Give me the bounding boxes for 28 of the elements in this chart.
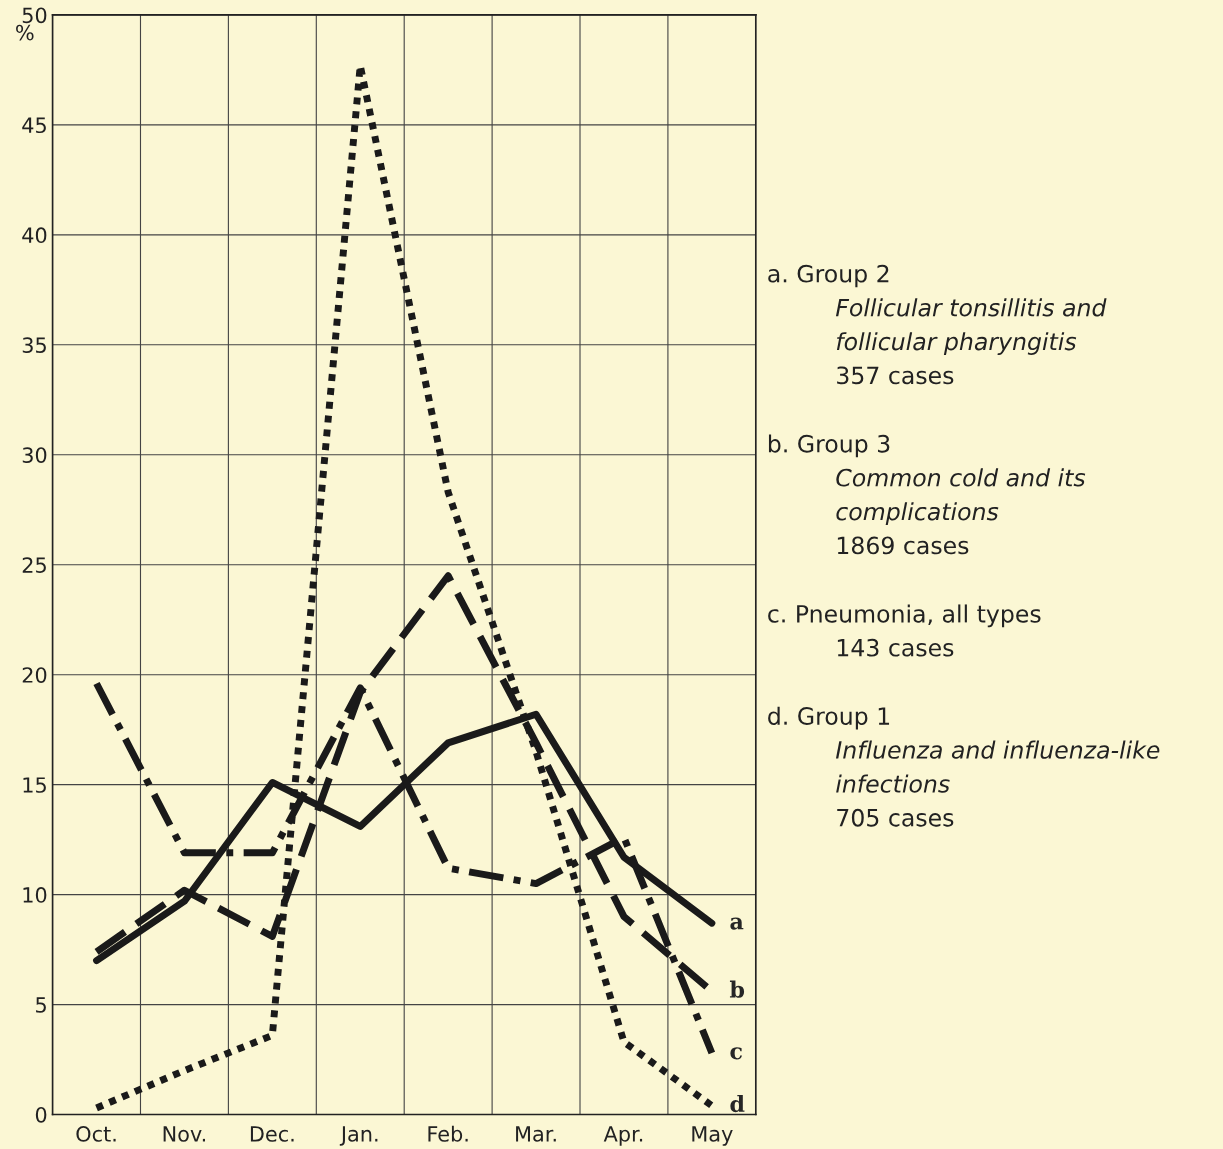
y-tick-label: 0 — [35, 1106, 47, 1123]
series-label: d — [730, 1094, 745, 1113]
x-tick-label: May — [692, 1126, 733, 1146]
x-tick-label: Mar. — [516, 1126, 556, 1142]
y-tick-label: 25 — [22, 557, 46, 573]
y-tick-label: 30 — [22, 447, 47, 463]
y-tick-label: 35 — [22, 337, 46, 354]
x-tick-label: Dec. — [250, 1126, 294, 1142]
x-tick-label: Oct. — [76, 1126, 116, 1142]
text: b. Group 3 Common cold and its complications 1869 cases — [768, 434, 1086, 555]
text: a. Group 2 Follicular tonsillitis and follicular pharyngitis 357 cases — [768, 264, 1107, 385]
x-tick-label: Jan. — [339, 1126, 378, 1146]
y-tick-label: 5 — [36, 997, 46, 1013]
series-label: a — [730, 917, 744, 930]
y-tick-label: 15 — [23, 777, 46, 793]
y-axis-title: % — [16, 24, 34, 41]
series-label: b — [729, 980, 745, 998]
series-label: c — [730, 1047, 742, 1060]
y-tick-label: 45 — [22, 117, 46, 134]
text: d. Group 1 Influenza and influenza-like infections 705 cases — [768, 706, 1160, 827]
y-tick-label: 40 — [22, 227, 47, 244]
x-tick-label: Apr. — [603, 1126, 643, 1146]
y-tick-label: 20 — [22, 667, 47, 683]
x-tick-label: Nov. — [163, 1126, 206, 1142]
y-tick-label: 50 — [22, 7, 47, 24]
y-tick-label: 10 — [23, 887, 47, 903]
text: c. Pneumonia, all types 143 cases — [768, 604, 1041, 657]
x-tick-label: Feb. — [428, 1125, 468, 1142]
